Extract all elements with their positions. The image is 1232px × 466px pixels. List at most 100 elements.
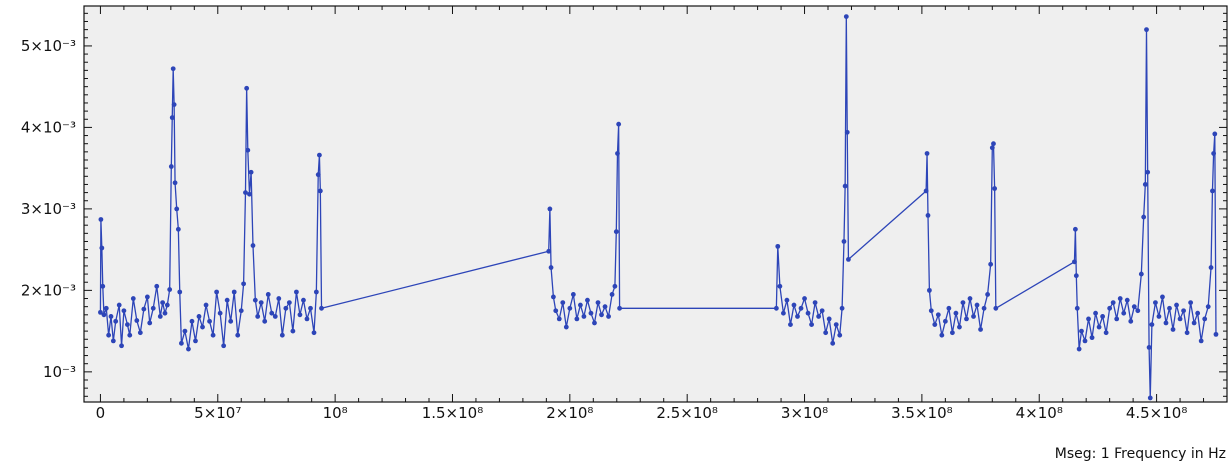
data-point [617,305,622,311]
data-point [1082,338,1088,344]
x-tick-label: 3.5×10⁸ [891,404,953,422]
data-point [265,292,271,297]
data-point [1110,300,1116,305]
plot-background [84,6,1227,402]
data-point [795,314,800,319]
data-point [1121,310,1127,316]
data-point [1212,131,1218,137]
data-point [1211,151,1217,156]
data-point [1188,300,1194,305]
data-point [317,188,323,194]
data-point [1146,345,1152,350]
data-point [581,314,587,319]
data-point [826,316,832,322]
data-point [957,324,962,330]
data-point [319,305,324,311]
y-tick-labels: 10⁻³ 2×10⁻³ 3×10⁻³ 4×10⁻³ 5×10⁻³ [21,37,76,381]
data-point [210,332,216,338]
tick-marks [84,6,1228,402]
data-point [1114,316,1120,322]
data-point [147,320,153,326]
x-tick-label: 10⁸ [323,404,348,422]
data-point [247,191,252,197]
data-point [588,310,594,316]
data-point [1167,305,1172,311]
data-point [286,300,292,305]
data-point [179,340,184,346]
data-point [563,324,569,330]
data-point [125,322,130,327]
data-point [308,305,313,311]
data-point [283,305,289,311]
data-point [925,213,931,218]
data-point [1153,300,1158,305]
data-point [238,308,244,314]
data-point [304,316,310,322]
data-point [1142,182,1148,187]
data-point [932,322,938,327]
data-point [842,183,848,189]
data-point [1163,320,1169,326]
x-axis-label: Mseg: 1 Frequency in Hz [1055,446,1226,462]
data-point [1089,335,1095,341]
data-point [1141,214,1147,220]
data-point [175,226,181,232]
data-point [809,322,814,327]
data-point [942,318,948,324]
data-point [1210,188,1215,194]
data-point [547,206,553,212]
data-point [231,289,237,295]
data-point [101,312,107,318]
data-point [193,338,198,344]
data-point [221,343,227,349]
data-point [297,312,303,318]
data-point [1103,330,1109,336]
data-point [169,115,175,121]
data-point [816,314,822,319]
data-point [243,190,248,195]
data-point [214,289,220,295]
data-point [100,283,106,289]
data-point [1170,327,1176,332]
x-tick-label: 2×10⁸ [546,404,593,422]
data-point [585,297,590,303]
data-point [578,302,583,308]
data-point [1086,316,1091,322]
data-point [923,188,929,194]
data-point [196,314,202,319]
data-point [993,305,999,311]
data-point [103,305,109,311]
data-point [1135,308,1141,314]
data-point [168,164,174,169]
data-point [950,330,955,336]
plot-frame [83,5,1228,403]
data-point [1131,304,1137,310]
x-tick-label: 2.5×10⁸ [656,404,718,422]
data-point [224,297,230,303]
x-tick-label: 1.5×10⁸ [422,404,484,422]
data-point [130,296,136,301]
data-point [121,308,127,314]
data-point [1124,297,1130,303]
data-point [1184,330,1190,336]
x-tick-label: 0 [96,404,106,422]
data-point [276,296,282,301]
data-point [1205,304,1211,310]
data-point [144,294,150,300]
data-point [157,314,163,319]
data-point [311,330,317,336]
data-point [1177,316,1183,322]
data-point [1072,226,1078,232]
data-point [971,314,976,319]
data-point [1191,320,1197,326]
data-point [1138,271,1144,277]
data-point [244,85,250,91]
data-point [1174,302,1179,308]
data-point [781,310,786,316]
data-point [1144,27,1149,33]
data-point [1156,314,1162,319]
data-point [127,332,133,338]
data-point [960,300,966,305]
data-point [967,296,973,301]
data-point [964,316,969,322]
